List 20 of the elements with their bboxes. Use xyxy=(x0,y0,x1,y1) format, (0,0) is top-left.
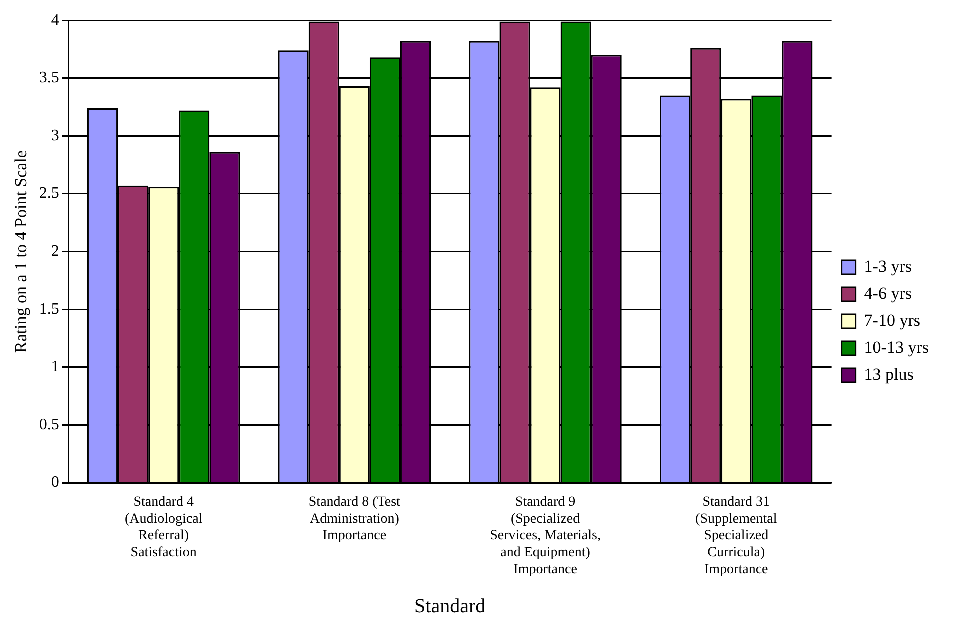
x-tick-label: Standard 4 (Audiological Referral) Satisfaction xyxy=(124,495,203,560)
y-tick-label: 1 xyxy=(51,358,60,376)
y-tick-label: 4 xyxy=(51,12,60,29)
y-axis-title: Rating on a 1 to 4 Point Scale xyxy=(12,150,31,354)
y-tick-label: 2.5 xyxy=(39,185,60,202)
y-tick-label: 2 xyxy=(51,243,60,260)
legend-label: 1-3 yrs xyxy=(864,256,912,276)
y-tick-label: 1.5 xyxy=(39,300,60,318)
y-tick-label: 0 xyxy=(51,474,60,492)
y-tick-label: 3 xyxy=(51,127,60,144)
legend-label: 4-6 yrs xyxy=(864,284,912,303)
legend-label: 10-13 yrs xyxy=(864,338,930,357)
y-tick-label: 0.5 xyxy=(39,416,60,434)
x-axis-title: Standard xyxy=(414,595,486,618)
x-tick-label: Standard 9 (Specialized Services, Materials, and Equipment) Importance xyxy=(490,495,601,578)
legend-label: 7-10 yrs xyxy=(864,310,921,330)
x-tick-label: Standard 31 (Supplemental Specialized Curricula) Importance xyxy=(696,495,778,578)
legend-label: 13 plus xyxy=(864,364,914,384)
x-tick-label: Standard 8 (Test Administration) Importance xyxy=(308,495,401,544)
y-tick-label: 3.5 xyxy=(39,70,60,87)
